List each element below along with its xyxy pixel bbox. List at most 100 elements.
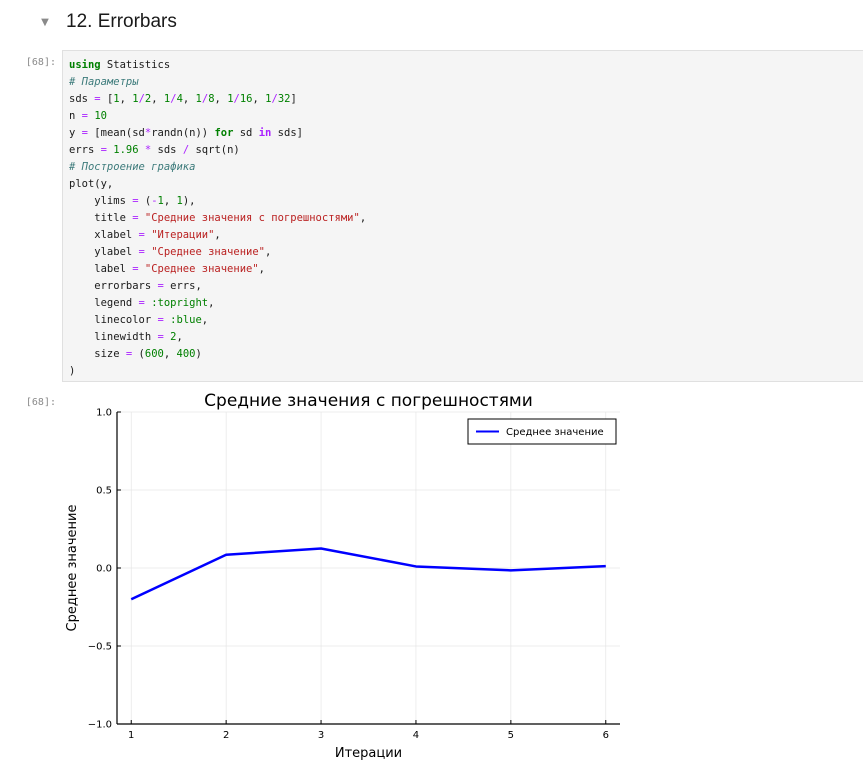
code-token: =	[100, 144, 107, 156]
code-token: # Построение графика	[69, 161, 196, 173]
code-token: "Средние значения с погрешностями"	[144, 212, 360, 224]
chevron-down-icon[interactable]: ▼	[41, 16, 49, 28]
code-token: (	[132, 348, 145, 360]
code-line: errs = 1.96 * sds / sqrt(n)	[69, 142, 863, 159]
code-token: ,	[252, 93, 266, 105]
code-token: errorbars	[69, 280, 158, 292]
code-token: 1.96	[113, 144, 139, 156]
code-token: ,	[359, 212, 367, 224]
code-token: xlabel	[69, 229, 139, 241]
code-token: /	[182, 144, 190, 156]
code-line: using Statistics	[69, 57, 863, 74]
code-token: =	[81, 110, 88, 122]
code-token: [	[100, 93, 114, 105]
code-token: (	[138, 195, 152, 207]
code-token: 4	[176, 93, 183, 105]
code-line: ylabel = "Среднее значение",	[69, 244, 863, 261]
code-token: ),	[182, 195, 196, 207]
code-token: sds	[151, 144, 183, 156]
code-token: y	[69, 127, 82, 139]
code-line: n = 10	[69, 108, 863, 125]
code-token: =	[132, 212, 139, 224]
code-line: sds = [1, 1/2, 1/4, 1/8, 1/16, 1/32]	[69, 91, 863, 108]
code-line: errorbars = errs,	[69, 278, 863, 295]
code-token: ,	[163, 348, 177, 360]
output-prompt: [68]:	[25, 397, 56, 408]
code-cell[interactable]: using Statistics # Параметры sds = [1, 1 / 2…	[62, 50, 863, 382]
series-line	[130, 547, 606, 601]
code-token: label	[69, 263, 133, 275]
code-token: ylims	[69, 195, 133, 207]
code-token: ,	[201, 314, 209, 326]
code-token: ylabel	[69, 246, 139, 258]
y-tick-label: 0.5	[96, 486, 112, 497]
code-token: =	[132, 195, 139, 207]
code-token: *	[144, 127, 152, 139]
code-token: sd	[233, 127, 259, 139]
code-token: [mean(sd	[87, 127, 145, 139]
section-header: ▼ 12. Errorbars	[38, 8, 177, 36]
code-token: =	[132, 263, 139, 275]
code-token: )	[195, 348, 202, 360]
y-tick-label: −0.5	[88, 642, 112, 653]
code-token: sqrt(n)	[189, 144, 240, 156]
code-token: in	[258, 127, 272, 139]
code-token: =	[157, 280, 164, 292]
code-token: 2	[144, 93, 152, 105]
x-tick-label: 3	[318, 730, 324, 741]
code-line: # Построение графика	[69, 159, 863, 176]
code-line: size = (600, 400)	[69, 346, 863, 363]
code-token: 8	[208, 93, 215, 105]
code-token: "Итерации"	[151, 229, 215, 241]
code-token: 2	[170, 331, 177, 343]
code-token: =	[138, 229, 145, 241]
x-tick-label: 2	[223, 730, 229, 741]
code-token: 1	[176, 195, 183, 207]
chart-xlabel: Итерации	[335, 746, 402, 761]
code-token: 16	[239, 93, 253, 105]
code-token: sds	[69, 93, 95, 105]
code-token: ,	[258, 263, 265, 275]
code-token: 1	[195, 93, 202, 105]
code-line: # Параметры	[69, 74, 863, 91]
code-token: ,	[182, 93, 196, 105]
code-token: "Среднее значение"	[151, 246, 265, 258]
code-line: title = "Средние значения с погрешностям…	[69, 210, 863, 227]
code-token: ,	[214, 93, 228, 105]
code-token: *	[144, 144, 152, 156]
code-line: linecolor = :blue,	[69, 312, 863, 329]
legend: Среднее значение	[467, 418, 617, 445]
code-token: =	[81, 127, 88, 139]
code-token: =	[138, 297, 145, 309]
code-token: =	[138, 246, 145, 258]
code-token: ,	[208, 297, 215, 309]
code-token: "Среднее значение"	[144, 263, 259, 275]
code-token: title	[69, 212, 133, 224]
code-line: plot(y,	[69, 176, 863, 193]
code-token: using	[69, 59, 101, 71]
code-token: plot(y,	[69, 178, 114, 190]
code-token: ,	[151, 93, 164, 105]
code-token: =	[157, 314, 164, 326]
code-token: /	[271, 93, 278, 105]
chart-title: Средние значения с погрешностями	[204, 391, 533, 411]
x-tick-label: 6	[603, 730, 609, 741]
code-token: errs	[69, 144, 101, 156]
code-line: legend = :topright,	[69, 295, 863, 312]
code-token: 1	[157, 195, 164, 207]
code-token: ,	[214, 229, 221, 241]
code-token: )	[69, 365, 76, 377]
code-token: ,	[265, 246, 272, 258]
code-token: =	[125, 348, 133, 360]
code-token: # Параметры	[69, 76, 139, 88]
chart-ylabel: Среднее значение	[65, 505, 80, 632]
code-line: )	[69, 363, 863, 380]
code-token: ,	[119, 93, 133, 105]
code-token: -	[151, 195, 158, 207]
code-token: ]	[290, 93, 297, 105]
code-token: 1	[132, 93, 139, 105]
series-layer	[130, 547, 606, 601]
y-tick-label: −1.0	[88, 720, 112, 731]
y-tick-label: 1.0	[96, 408, 112, 419]
code-editor[interactable]: using Statistics # Параметры sds = [1, 1 / 2…	[63, 51, 863, 380]
